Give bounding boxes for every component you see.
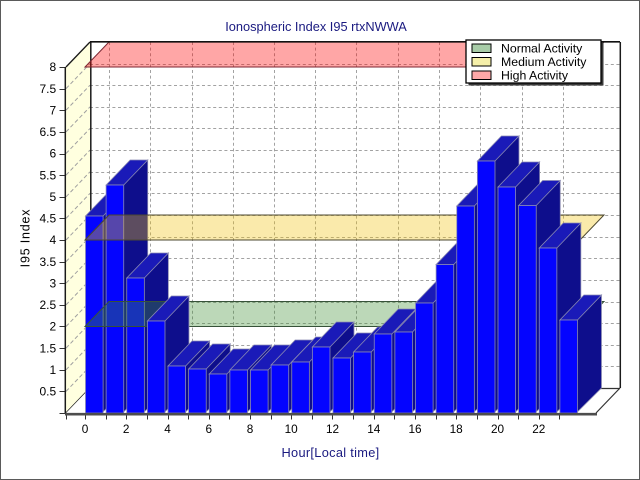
svg-text:8: 8	[247, 422, 254, 436]
svg-text:2: 2	[123, 422, 130, 436]
svg-text:8: 8	[50, 60, 57, 74]
svg-text:16: 16	[408, 422, 422, 436]
svg-text:22: 22	[532, 422, 545, 436]
svg-text:1: 1	[50, 363, 57, 377]
svg-text:1.5: 1.5	[40, 341, 57, 355]
svg-text:14: 14	[367, 422, 381, 436]
svg-text:20: 20	[491, 422, 505, 436]
svg-text:3: 3	[50, 276, 57, 290]
svg-text:Ionospheric Index I95 rtxNWWA: Ionospheric Index I95 rtxNWWA	[225, 19, 407, 34]
svg-text:6.5: 6.5	[40, 125, 57, 139]
svg-text:Medium Activity: Medium Activity	[501, 55, 587, 69]
svg-text:High Activity: High Activity	[501, 69, 569, 83]
svg-text:0: 0	[82, 422, 89, 436]
svg-text:4.5: 4.5	[40, 212, 57, 226]
svg-text:4: 4	[164, 422, 171, 436]
svg-text:6: 6	[206, 422, 213, 436]
svg-text:I95 Index: I95 Index	[19, 209, 33, 268]
svg-text:Normal Activity: Normal Activity	[501, 42, 583, 56]
svg-text:12: 12	[326, 422, 339, 436]
svg-text:10: 10	[285, 422, 299, 436]
svg-text:5.5: 5.5	[40, 168, 57, 182]
svg-text:3.5: 3.5	[40, 255, 57, 269]
svg-text:7: 7	[50, 104, 57, 118]
svg-text:2.5: 2.5	[40, 298, 57, 312]
svg-text:0.5: 0.5	[40, 385, 57, 399]
svg-text:6: 6	[50, 147, 57, 161]
svg-text:18: 18	[450, 422, 464, 436]
svg-text:5: 5	[50, 190, 57, 204]
svg-text:2: 2	[50, 320, 57, 334]
svg-text:Hour[Local time]: Hour[Local time]	[282, 445, 380, 460]
svg-text:4: 4	[50, 233, 57, 247]
svg-text:7.5: 7.5	[40, 82, 57, 96]
